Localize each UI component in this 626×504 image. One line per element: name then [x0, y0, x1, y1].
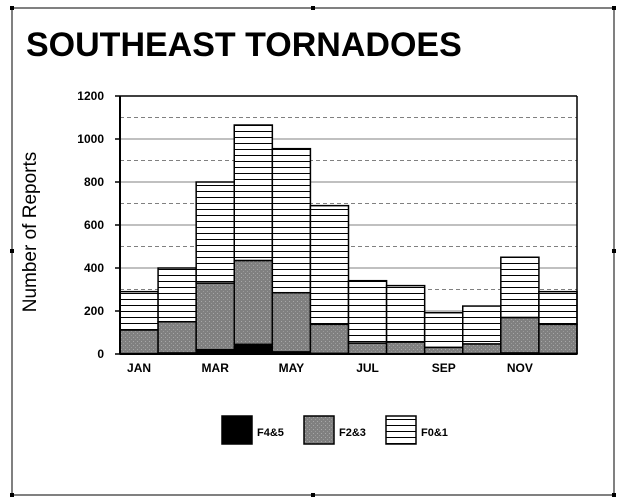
bar-mar-f23 — [195, 282, 236, 351]
bar-may-f23 — [271, 291, 312, 353]
bar-mar-f01 — [195, 181, 236, 284]
x-tick-label: MAY — [279, 361, 305, 375]
bar-jan-f23 — [119, 329, 159, 355]
x-tick-label: MAR — [202, 361, 230, 375]
bar-nov-f23 — [500, 316, 540, 354]
legend: F4&5 F2&3 F0&1 — [221, 415, 448, 445]
bar-dec-f23 — [538, 323, 578, 355]
bar-dec-f01 — [538, 290, 578, 326]
bar-jul-f01 — [347, 279, 388, 344]
x-tick-label: SEP — [432, 361, 456, 375]
bar-jan-f01 — [119, 290, 159, 331]
x-tick-label: JAN — [127, 361, 151, 375]
bar-sep-f01 — [423, 311, 464, 349]
axes — [115, 95, 578, 355]
legend-swatch-f23 — [303, 415, 335, 445]
frame-handles — [10, 6, 616, 497]
legend-label: F2&3 — [339, 427, 366, 439]
y-tick-label: 200 — [84, 304, 104, 318]
x-tick-label: JUL — [356, 361, 379, 375]
bar-feb-f23 — [157, 321, 197, 354]
bar-jun-f23 — [309, 323, 350, 355]
bar-oct-f01 — [462, 305, 502, 345]
y-tick-label: 400 — [84, 261, 104, 275]
chart-title: SOUTHEAST TORNADOES — [26, 26, 462, 64]
x-tick-labels: JAN MAR MAY JUL SEP NOV — [127, 361, 533, 375]
bar-apr-f23 — [233, 259, 274, 346]
y-tick-label: 1200 — [77, 89, 104, 103]
bar-aug-f23 — [385, 341, 426, 355]
y-tick-labels: 0 200 400 600 800 1000 1200 — [77, 89, 104, 361]
bar-apr-f01 — [233, 124, 274, 262]
bar-nov-f01 — [500, 256, 540, 319]
legend-label: F0&1 — [421, 427, 448, 439]
bar-jul-f23 — [347, 342, 388, 355]
legend-swatch-f01 — [385, 415, 417, 445]
x-tick-label: NOV — [507, 361, 533, 375]
y-tick-label: 1000 — [77, 132, 104, 146]
bars — [119, 124, 578, 355]
bar-aug-f01 — [385, 284, 426, 343]
y-tick-label: 600 — [84, 218, 104, 232]
bar-sep-f23 — [423, 346, 464, 355]
bar-feb-f01 — [157, 267, 197, 323]
y-tick-label: 800 — [84, 175, 104, 189]
bar-apr-f45 — [233, 343, 274, 355]
legend-label: F4&5 — [257, 427, 284, 439]
bar-jun-f01 — [309, 204, 350, 326]
y-axis-label: Number of Reports — [20, 152, 41, 313]
bar-oct-f23 — [462, 343, 502, 355]
y-tick-label: 0 — [97, 347, 104, 361]
legend-swatch-f45 — [221, 415, 253, 445]
bar-may-f01 — [271, 147, 312, 294]
